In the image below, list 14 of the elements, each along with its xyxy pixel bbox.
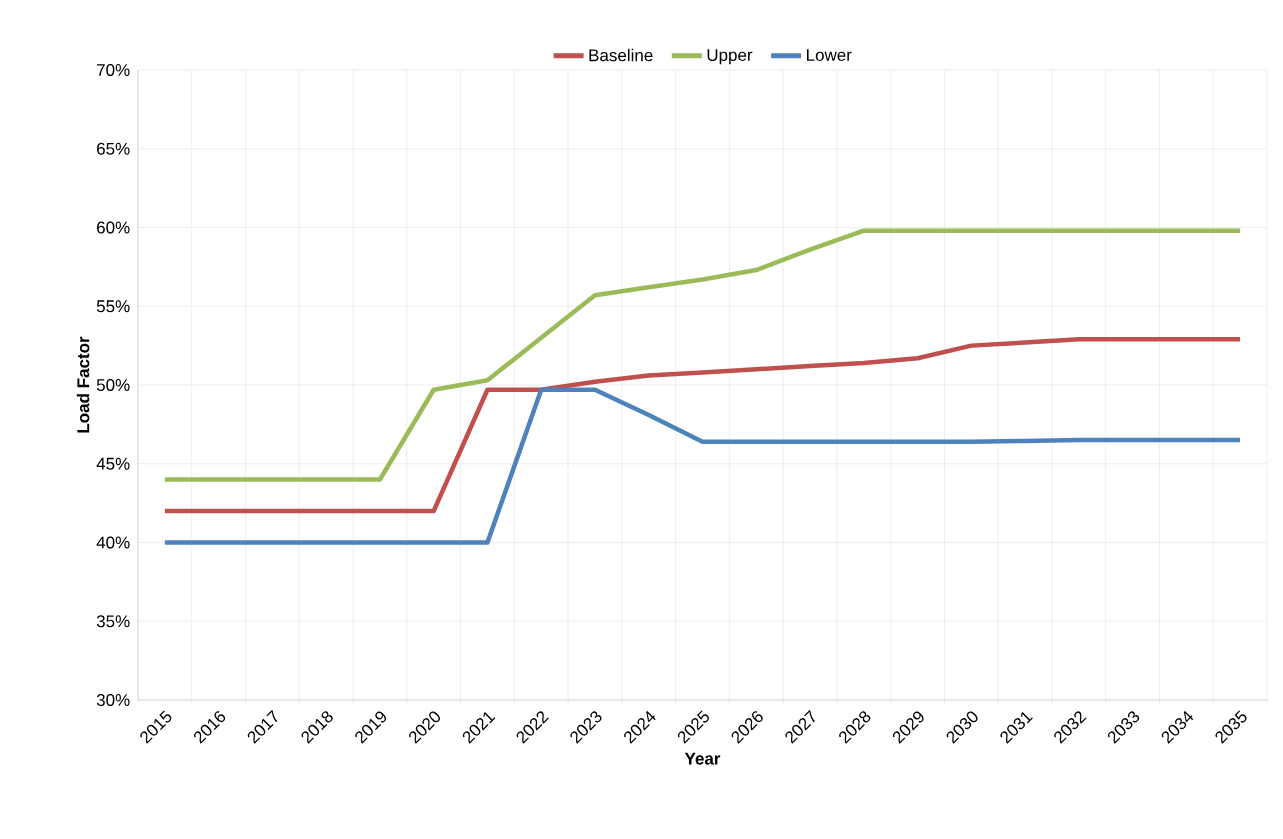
y-tick-label: 40% <box>96 536 130 549</box>
y-tick-label: 55% <box>96 300 130 313</box>
y-axis-title: Load Factor <box>76 336 90 433</box>
y-tick-label: 30% <box>96 693 130 707</box>
y-tick-label: 70% <box>97 63 130 77</box>
y-tick-label: 35% <box>96 615 130 628</box>
legend-label: Lower <box>807 49 852 61</box>
y-tick-label: 50% <box>96 378 130 392</box>
y-tick-label: 65% <box>97 142 130 155</box>
x-axis-title: Year <box>684 752 721 765</box>
y-tick-label: 45% <box>96 457 130 470</box>
legend-label: Baseline <box>589 48 653 62</box>
y-tick-label: 60% <box>97 221 130 234</box>
legend-label: Upper <box>707 49 753 65</box>
